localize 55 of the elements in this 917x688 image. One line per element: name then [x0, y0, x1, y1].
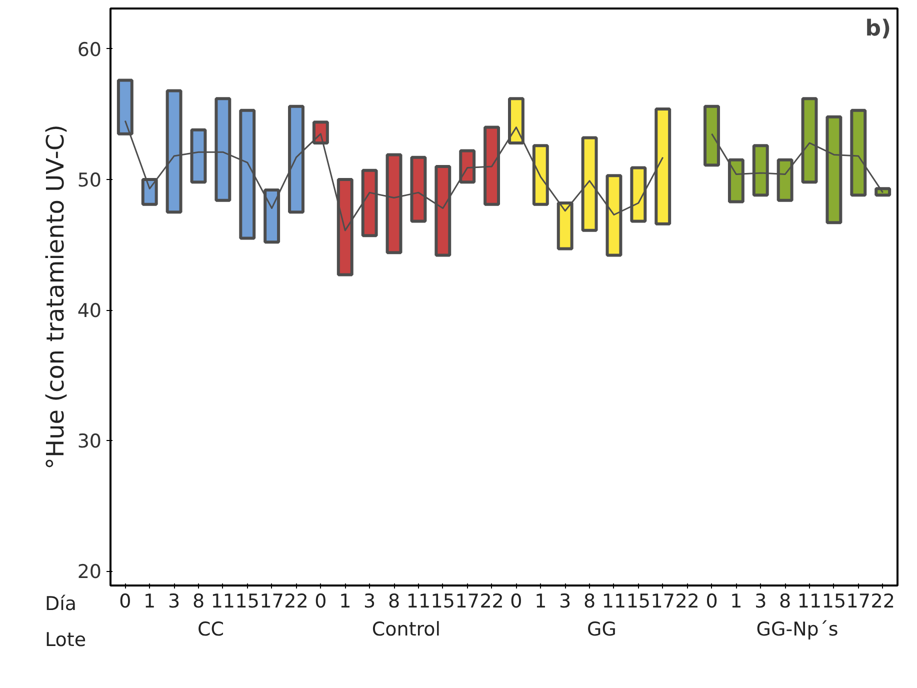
- x-tick-label: 3: [364, 590, 376, 612]
- y-tick-label: 60: [77, 38, 102, 61]
- bar: [776, 158, 794, 202]
- text: Día: [45, 592, 77, 617]
- x-tick-label: 22: [480, 590, 504, 612]
- bar: [459, 149, 476, 184]
- bar: [752, 144, 769, 197]
- y-tick-label: 40: [77, 300, 102, 322]
- x-tick-label: 3: [559, 590, 572, 612]
- x-tick-label: 11: [797, 590, 822, 612]
- x-tick-label: 22: [284, 590, 308, 612]
- x-tick-label: 0: [119, 590, 132, 612]
- x-tick-label: 8: [388, 590, 400, 612]
- x-tick-label: 8: [192, 590, 205, 612]
- bar: [728, 158, 744, 204]
- x-tick-label: 17: [650, 590, 675, 612]
- x-tick-label: 11: [602, 590, 626, 612]
- text: Lote: [45, 628, 86, 653]
- bar: [484, 126, 500, 206]
- x-tick-label: 1: [339, 590, 352, 612]
- bar: [141, 178, 158, 206]
- x-tick-label: 3: [754, 590, 767, 612]
- bar: [630, 166, 647, 223]
- x-tick-label: 0: [314, 590, 327, 612]
- x-tick-label: 15: [626, 590, 651, 612]
- bar: [410, 156, 427, 223]
- x-tick-label: 22: [675, 590, 700, 612]
- x-tick-label: 22: [870, 590, 895, 612]
- x-tick-label: 17: [260, 590, 284, 612]
- x-tick-label: 15: [235, 590, 260, 612]
- text: GG: [587, 618, 616, 640]
- y-tick-label: 20: [77, 561, 102, 584]
- chart-title: b): [865, 16, 892, 42]
- x-tick-label: 8: [779, 590, 792, 612]
- y-tick-label: 50: [77, 170, 102, 192]
- x-tick-label: 15: [430, 590, 455, 612]
- x-tick-label: 0: [510, 590, 522, 612]
- text: Control: [372, 618, 441, 640]
- y-axis-title: °Hue (con tratamiento UV-C): [41, 124, 70, 470]
- x-tick-label: 15: [822, 590, 846, 612]
- x-tick-label: 11: [406, 590, 431, 612]
- x-tick-label: 3: [168, 590, 180, 612]
- x-tick-label: 1: [534, 590, 547, 612]
- x-tick-label: 17: [455, 590, 480, 612]
- y-tick-label: 30: [77, 430, 102, 453]
- x-tick-label: 17: [846, 590, 870, 612]
- x-tick-label: 8: [584, 590, 596, 612]
- x-tick-label: 1: [730, 590, 742, 612]
- text: CC: [197, 618, 224, 640]
- x-tick-label: 0: [706, 590, 718, 612]
- bar: [190, 128, 207, 184]
- bar: [532, 144, 549, 206]
- x-tick-label: 11: [210, 590, 236, 612]
- x-tick-label: 1: [144, 590, 156, 612]
- text: GG-Np´s: [756, 618, 838, 640]
